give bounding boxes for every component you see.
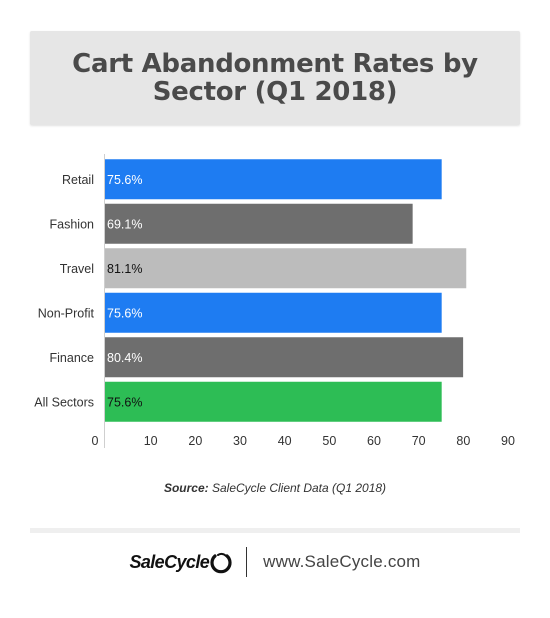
title-box: Cart Abandonment Rates by Sector (Q1 201… [30, 31, 520, 125]
divider [30, 528, 520, 533]
bar-finance [104, 337, 464, 378]
x-tick-label: 20 [188, 434, 202, 448]
data-label-retail: 75.6% [107, 173, 142, 187]
x-tick-label: 90 [501, 434, 515, 448]
x-tick-label: 30 [233, 434, 247, 448]
source-label: Source: [163, 481, 209, 495]
chart-title: Cart Abandonment Rates by Sector (Q1 201… [72, 49, 478, 107]
x-tick-label: 40 [278, 434, 292, 448]
data-label-travel: 81.1% [107, 262, 142, 276]
data-label-non-profit: 75.6% [107, 306, 142, 320]
bar-chart: 75.6% Retail 69.1% Fashion 81.1% Travel 75.6% N… [34, 154, 515, 448]
brand-name: SaleCycle [129, 551, 210, 572]
footer-separator [246, 547, 248, 577]
x-tick-label: 50 [322, 434, 336, 448]
category-label-all-sectors: All Sectors [34, 395, 94, 409]
data-label-fashion: 69.1% [107, 217, 142, 231]
category-label-retail: Retail [62, 173, 94, 187]
footer: SaleCycle www.SaleCycle.com [0, 545, 550, 579]
bar-retail [104, 159, 442, 200]
x-tick-label: 0 [92, 434, 99, 448]
bar-travel [104, 248, 467, 289]
category-label-finance: Finance [50, 351, 95, 365]
source-text: SaleCycle Client Data (Q1 2018) [211, 481, 387, 495]
source-note: Source: SaleCycle Client Data (Q1 2018) [0, 481, 550, 495]
salecycle-logo-icon [210, 552, 232, 574]
data-label-all-sectors: 75.6% [107, 395, 142, 409]
x-tick-label: 80 [456, 434, 470, 448]
x-tick-label: 60 [367, 434, 381, 448]
x-tick-label: 70 [412, 434, 426, 448]
data-label-finance: 80.4% [107, 351, 142, 365]
bar-all-sectors [104, 381, 442, 422]
x-tick-label: 10 [144, 434, 158, 448]
category-label-travel: Travel [60, 262, 94, 276]
bar-fashion [104, 203, 413, 244]
salecycle-logo: SaleCycle [129, 550, 232, 574]
category-label-fashion: Fashion [50, 217, 95, 231]
website-link[interactable]: www.SaleCycle.com [263, 552, 421, 571]
bar-non-profit [104, 292, 442, 333]
category-label-non-profit: Non-Profit [38, 306, 95, 320]
